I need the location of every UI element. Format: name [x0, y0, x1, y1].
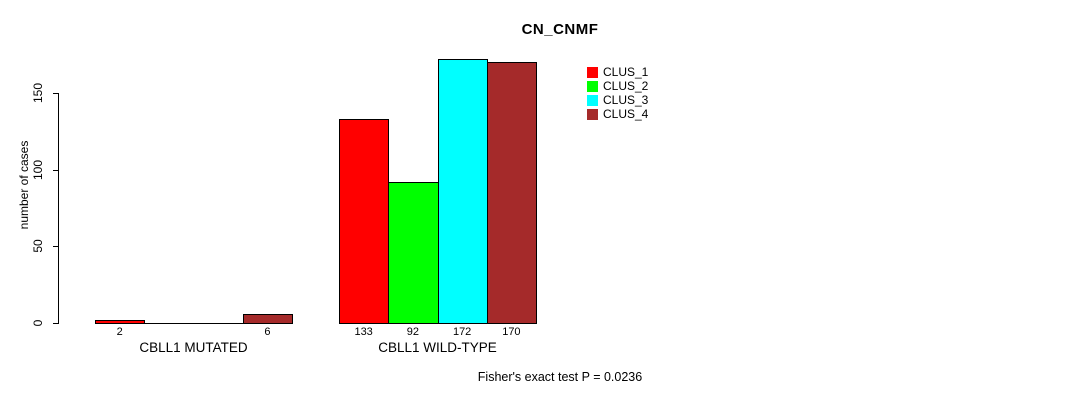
y-axis-label: number of cases	[17, 140, 31, 230]
y-axis-tick-label: 100	[31, 159, 45, 180]
legend-swatch-icon	[587, 94, 598, 106]
y-axis-tick	[53, 246, 58, 248]
legend-label: CLUS_4	[603, 107, 649, 121]
zero-bar-clus_2	[144, 323, 195, 324]
legend-label: CLUS_3	[603, 93, 649, 107]
y-axis-tick-label: 50	[31, 239, 45, 254]
bar-value-label: 92	[406, 326, 419, 338]
legend-item-clus_2: CLUS_2	[587, 79, 648, 93]
bar-clus_4-wildtype	[486, 62, 537, 324]
bar-clus_1-mutated	[95, 319, 146, 324]
y-axis-line	[58, 93, 59, 324]
legend-label: CLUS_2	[603, 79, 649, 93]
legend-label: CLUS_1	[603, 65, 649, 79]
legend-swatch-icon	[587, 66, 598, 78]
bar-value-label: 133	[354, 326, 373, 338]
chart-title: CN_CNMF	[521, 21, 599, 38]
zero-bar-clus_3	[193, 323, 244, 324]
bar-value-label: 170	[502, 326, 521, 338]
legend-swatch-icon	[587, 108, 598, 120]
legend-item-clus_3: CLUS_3	[587, 93, 648, 107]
y-axis-tick	[53, 93, 58, 94]
group-label: CBLL1 MUTATED	[139, 340, 248, 355]
bar-value-label: 172	[452, 326, 472, 338]
annotation-text: Fisher's exact test P = 0.0236	[477, 370, 643, 384]
legend-item-clus_1: CLUS_1	[587, 65, 648, 79]
bar-clus_2-wildtype	[388, 181, 439, 324]
y-axis-tick-label: 0	[31, 319, 45, 327]
bar-clus_4-mutated	[242, 313, 293, 324]
bar-value-label: 2	[116, 326, 123, 338]
group-label: CBLL1 WILD-TYPE	[378, 340, 497, 355]
bar-clus_3-wildtype	[437, 59, 488, 324]
legend-item-clus_4: CLUS_4	[587, 107, 648, 121]
bar-value-label: 6	[264, 326, 271, 338]
legend: CLUS_1 CLUS_2 CLUS_3 CLUS_4	[587, 65, 648, 121]
y-axis-tick	[53, 169, 58, 171]
y-axis-tick-label: 150	[31, 82, 45, 104]
y-axis-tick	[53, 323, 58, 324]
legend-swatch-icon	[587, 80, 598, 92]
bar-clus_1-wildtype	[339, 119, 390, 324]
